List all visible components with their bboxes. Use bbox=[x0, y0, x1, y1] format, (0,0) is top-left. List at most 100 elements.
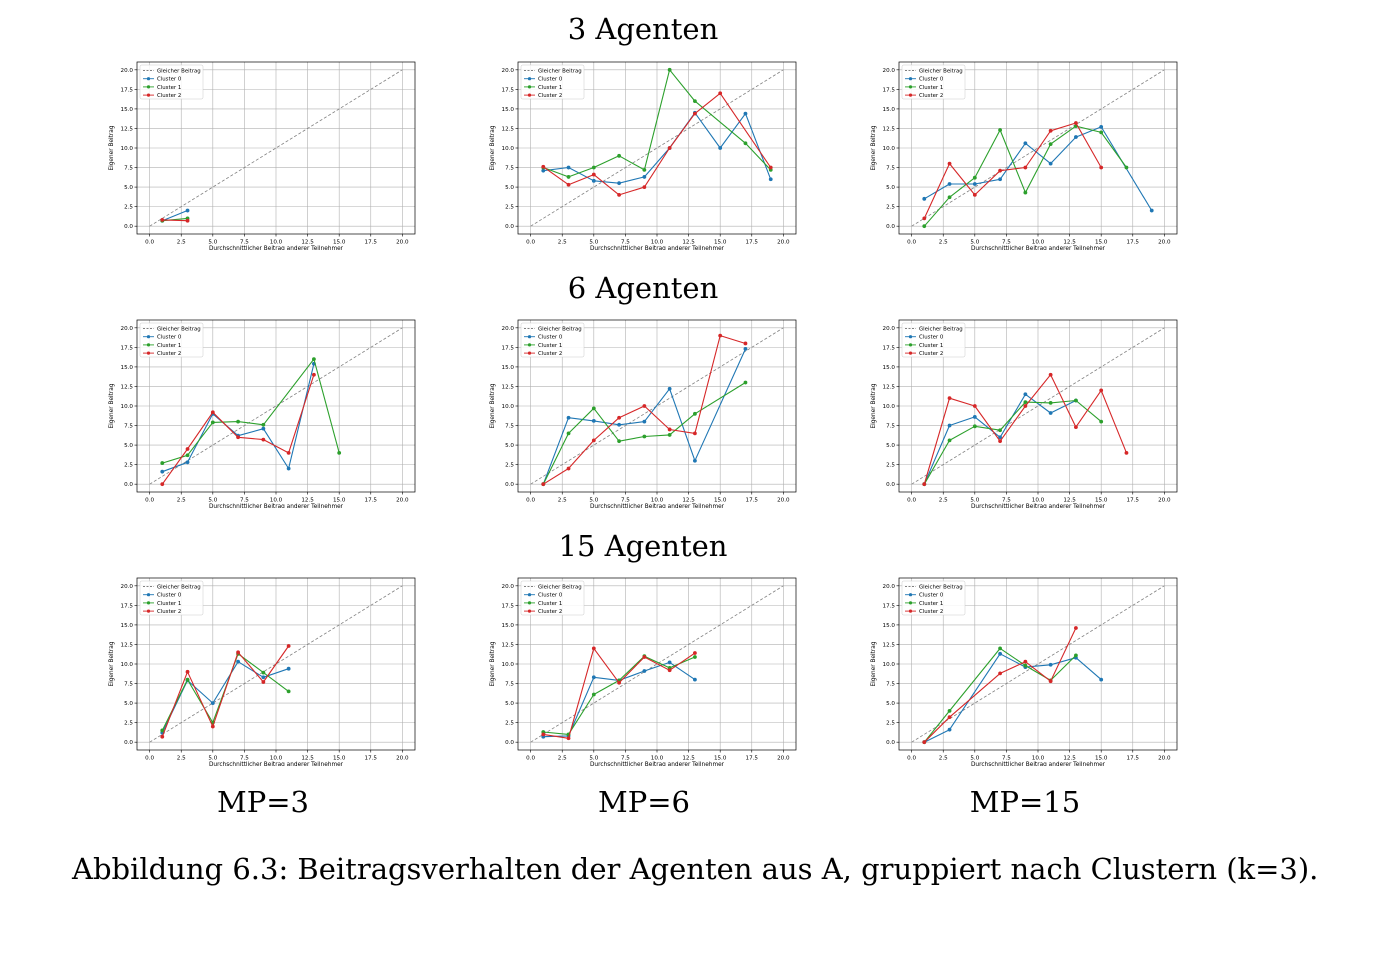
y-tick-label: 2.5 bbox=[886, 721, 895, 727]
y-tick-label: 0.0 bbox=[505, 740, 514, 746]
legend-marker bbox=[908, 93, 913, 97]
x-tick-label: 5.0 bbox=[208, 240, 217, 246]
data-point bbox=[1074, 135, 1078, 139]
legend-marker bbox=[146, 335, 151, 339]
legend: Gleicher Beitrag Cluster 0 Cluster 1 Cluste… bbox=[139, 580, 204, 616]
data-point bbox=[591, 675, 596, 680]
subplot-15-agenten-mp6: 0.0 0.0 2.5 2.5 5.0 5.0 7.5 7.5 10.0 10.0 12.5 12.5… bbox=[490, 577, 797, 766]
y-axis-label: Eigener Beitrag bbox=[109, 125, 115, 170]
y-axis-label: Eigener Beitrag bbox=[109, 383, 115, 428]
x-tick-label: 0.0 bbox=[145, 756, 154, 762]
subplot-3-agenten-mp6: 0.0 0.0 2.5 2.5 5.0 5.0 7.5 7.5 10.0 10.0 12.5 12.5… bbox=[490, 61, 797, 250]
x-tick-label: 15.0 bbox=[714, 498, 727, 504]
data-point bbox=[743, 380, 748, 385]
data-point bbox=[1074, 398, 1078, 403]
series-cluster-2 bbox=[160, 644, 291, 739]
data-point bbox=[998, 439, 1002, 444]
x-tick-label: 0.0 bbox=[526, 498, 535, 504]
x-tick-label: 10.0 bbox=[651, 756, 664, 762]
series-cluster-2 bbox=[160, 372, 316, 487]
legend-marker bbox=[908, 593, 913, 597]
x-tick-label: 2.5 bbox=[558, 240, 567, 246]
legend-label-gleicher-beitrag: Gleicher Beitrag bbox=[919, 585, 963, 591]
x-axis-label: Durchschnittlicher Beitrag anderer Teiln… bbox=[971, 246, 1106, 250]
data-point bbox=[693, 651, 697, 655]
data-point bbox=[642, 175, 647, 179]
data-point bbox=[667, 67, 672, 72]
x-tick-label: 0.0 bbox=[907, 240, 916, 246]
y-tick-label: 0.0 bbox=[505, 224, 514, 230]
data-point bbox=[617, 153, 621, 158]
data-point bbox=[261, 670, 266, 675]
x-tick-label: 17.5 bbox=[1127, 756, 1140, 762]
legend-label-gleicher-beitrag: Gleicher Beitrag bbox=[157, 585, 201, 591]
plot-frame bbox=[517, 319, 797, 493]
series-line-cluster-2 bbox=[161, 645, 290, 737]
data-point bbox=[693, 458, 697, 463]
y-tick-label: 12.5 bbox=[121, 126, 134, 132]
data-point bbox=[591, 438, 596, 443]
y-tick-label: 10.0 bbox=[121, 404, 134, 410]
y-tick-label: 20.0 bbox=[502, 326, 515, 332]
data-point bbox=[541, 732, 546, 737]
data-point bbox=[566, 182, 571, 187]
plot-frame bbox=[898, 61, 1178, 235]
data-point bbox=[667, 386, 672, 391]
y-tick-label: 20.0 bbox=[502, 584, 515, 590]
series-line-cluster-2 bbox=[923, 627, 1077, 743]
legend-label-cluster-2: Cluster 2 bbox=[157, 351, 181, 357]
subplot-15-agenten-mp15: 0.0 0.0 2.5 2.5 5.0 5.0 7.5 7.5 10.0 10.0 12.5 12.5… bbox=[871, 577, 1178, 766]
x-tick-label: 10.0 bbox=[651, 498, 664, 504]
y-tick-label: 5.0 bbox=[886, 443, 895, 449]
data-point bbox=[718, 146, 723, 150]
data-point bbox=[210, 410, 215, 415]
y-tick-label: 0.0 bbox=[886, 482, 895, 488]
data-point bbox=[1048, 662, 1053, 667]
data-point bbox=[1023, 400, 1028, 404]
y-tick-label: 15.0 bbox=[883, 365, 896, 371]
x-tick-label: 5.0 bbox=[970, 756, 979, 762]
data-point bbox=[1048, 128, 1053, 133]
data-point bbox=[160, 218, 165, 222]
data-point bbox=[566, 415, 571, 420]
data-point bbox=[312, 357, 316, 361]
y-tick-label: 15.0 bbox=[883, 107, 896, 113]
data-point bbox=[541, 164, 546, 169]
y-tick-label: 5.0 bbox=[124, 701, 133, 707]
y-tick-label: 20.0 bbox=[883, 584, 896, 590]
legend-label-cluster-2: Cluster 2 bbox=[157, 609, 181, 615]
legend-box bbox=[139, 64, 204, 100]
x-tick-label: 15.0 bbox=[714, 756, 727, 762]
data-point bbox=[566, 165, 571, 170]
y-tick-label: 12.5 bbox=[502, 384, 515, 390]
series-cluster-2 bbox=[922, 372, 1129, 487]
data-point bbox=[998, 168, 1002, 173]
data-point bbox=[1099, 677, 1104, 682]
data-point bbox=[185, 669, 190, 674]
data-point bbox=[160, 734, 165, 739]
data-point bbox=[261, 422, 266, 427]
data-point bbox=[642, 434, 647, 439]
data-point bbox=[210, 701, 215, 705]
x-tick-label: 17.5 bbox=[746, 498, 759, 504]
legend-box bbox=[901, 64, 966, 100]
legend-label-cluster-1: Cluster 1 bbox=[538, 601, 562, 607]
x-tick-label: 10.0 bbox=[270, 240, 283, 246]
y-tick-label: 5.0 bbox=[886, 701, 895, 707]
x-tick-label: 0.0 bbox=[526, 240, 535, 246]
x-tick-label: 2.5 bbox=[939, 756, 948, 762]
y-tick-label: 12.5 bbox=[502, 126, 515, 132]
series-cluster-2 bbox=[541, 646, 697, 741]
y-tick-label: 17.5 bbox=[502, 87, 515, 93]
reference-line bbox=[530, 69, 784, 227]
plot-frame bbox=[136, 61, 416, 235]
legend: Gleicher Beitrag Cluster 0 Cluster 1 Cluste… bbox=[901, 64, 966, 100]
legend-label-cluster-2: Cluster 2 bbox=[538, 93, 562, 99]
x-tick-label: 2.5 bbox=[558, 498, 567, 504]
y-tick-label: 2.5 bbox=[124, 721, 133, 727]
x-tick-label: 5.0 bbox=[208, 756, 217, 762]
data-point bbox=[693, 677, 697, 682]
data-point bbox=[947, 423, 952, 428]
data-point bbox=[236, 435, 240, 440]
data-point bbox=[947, 438, 952, 443]
